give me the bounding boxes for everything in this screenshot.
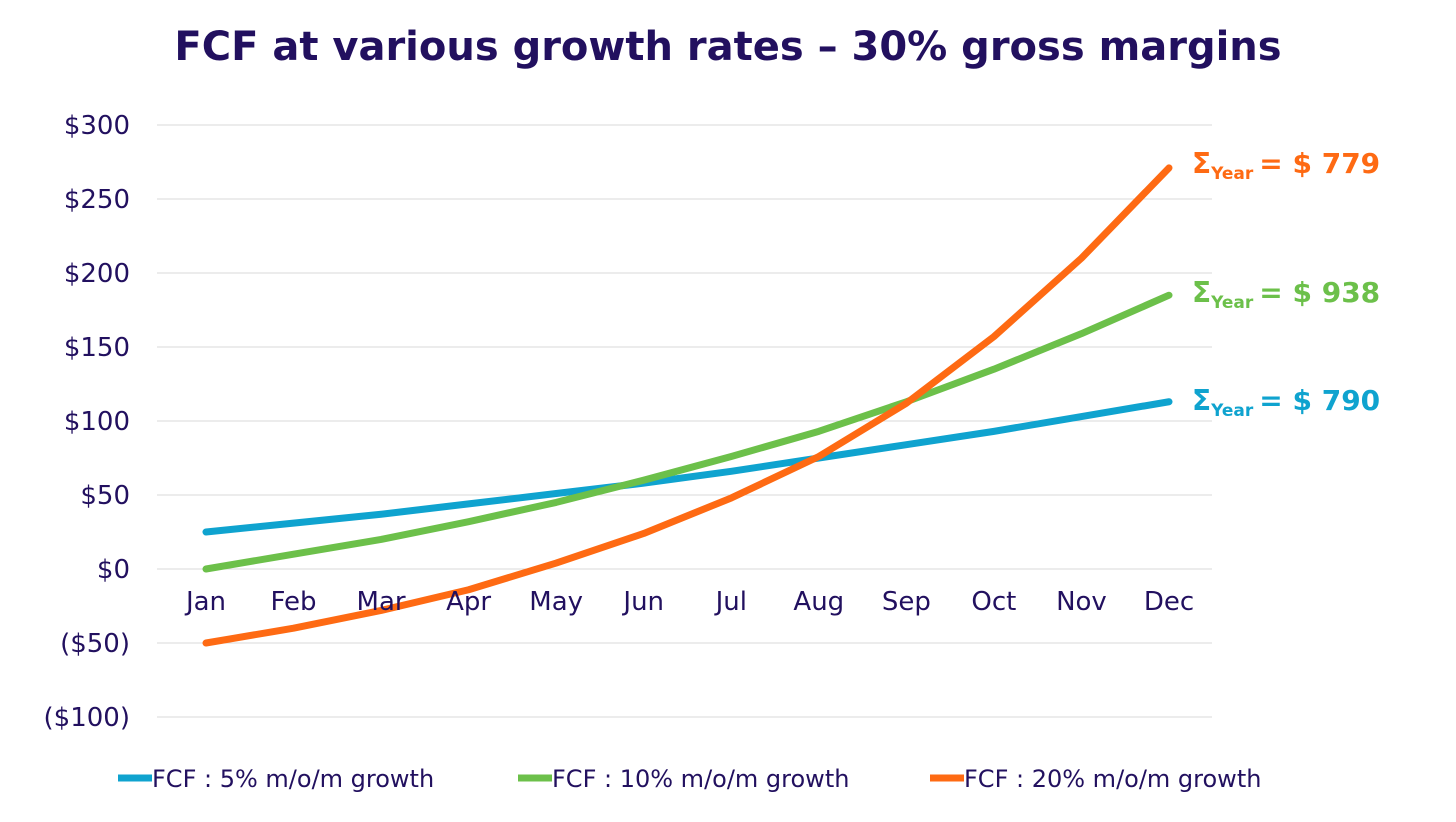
x-tick-label: May [529,587,583,617]
y-tick-label: $250 [64,185,130,215]
sum-value: = $ 779 [1259,147,1380,180]
x-tick-label: Nov [1056,587,1107,617]
y-tick-label: ($50) [60,629,130,659]
x-tick-label: Feb [271,587,317,617]
x-tick-label: Dec [1144,587,1194,617]
sum-annotation: ΣYear = $ 938 [1192,276,1380,313]
sum-value: = $ 938 [1259,276,1380,309]
sum-annotation: ΣYear = $ 790 [1192,384,1380,421]
x-tick-label: Apr [446,587,491,617]
y-axis-ticks: $300 $250 $200 $150 $100 $50 $0 ($50) ($100) [44,111,130,733]
y-tick-label: $0 [97,555,130,585]
sigma-subscript: Year [1210,293,1254,313]
y-tick-label: $100 [64,407,130,437]
sigma-subscript: Year [1210,164,1254,184]
y-tick-label: ($100) [44,703,130,733]
y-tick-label: $50 [80,481,130,511]
y-tick-label: $150 [64,333,130,363]
series-line-3 [202,164,1173,647]
sigma-subscript: Year [1210,401,1254,421]
x-tick-label: Mar [357,587,406,617]
x-tick-label: Jun [621,587,664,617]
gridlines [157,124,1212,718]
x-tick-label: Jul [714,587,747,617]
sigma-symbol: Σ [1192,147,1211,180]
sum-value: = $ 790 [1259,384,1380,417]
chart-title: FCF at various growth rates – 30% gross … [174,24,1281,70]
sigma-symbol: Σ [1192,384,1211,417]
sigma-symbol: Σ [1192,276,1211,309]
series-line-1 [202,398,1173,536]
x-axis-ticks: Jan Feb Mar Apr May Jun Jul Aug Sep Oct Nov Dec [184,587,1194,617]
x-tick-label: Sep [882,587,931,617]
x-tick-label: Jan [184,587,226,617]
y-tick-label: $300 [64,111,130,141]
y-tick-label: $200 [64,259,130,289]
x-tick-label: Aug [793,587,844,617]
legend-label: FCF : 20% m/o/m growth [964,765,1261,793]
series-line-2 [202,291,1173,573]
legend-label: FCF : 5% m/o/m growth [152,765,434,793]
legend: FCF : 5% m/o/m growth FCF : 10% m/o/m gro… [118,765,1261,793]
sum-annotation: ΣYear = $ 779 [1192,147,1380,184]
legend-label: FCF : 10% m/o/m growth [552,765,849,793]
x-tick-label: Oct [971,587,1016,617]
series-lines [202,164,1173,647]
